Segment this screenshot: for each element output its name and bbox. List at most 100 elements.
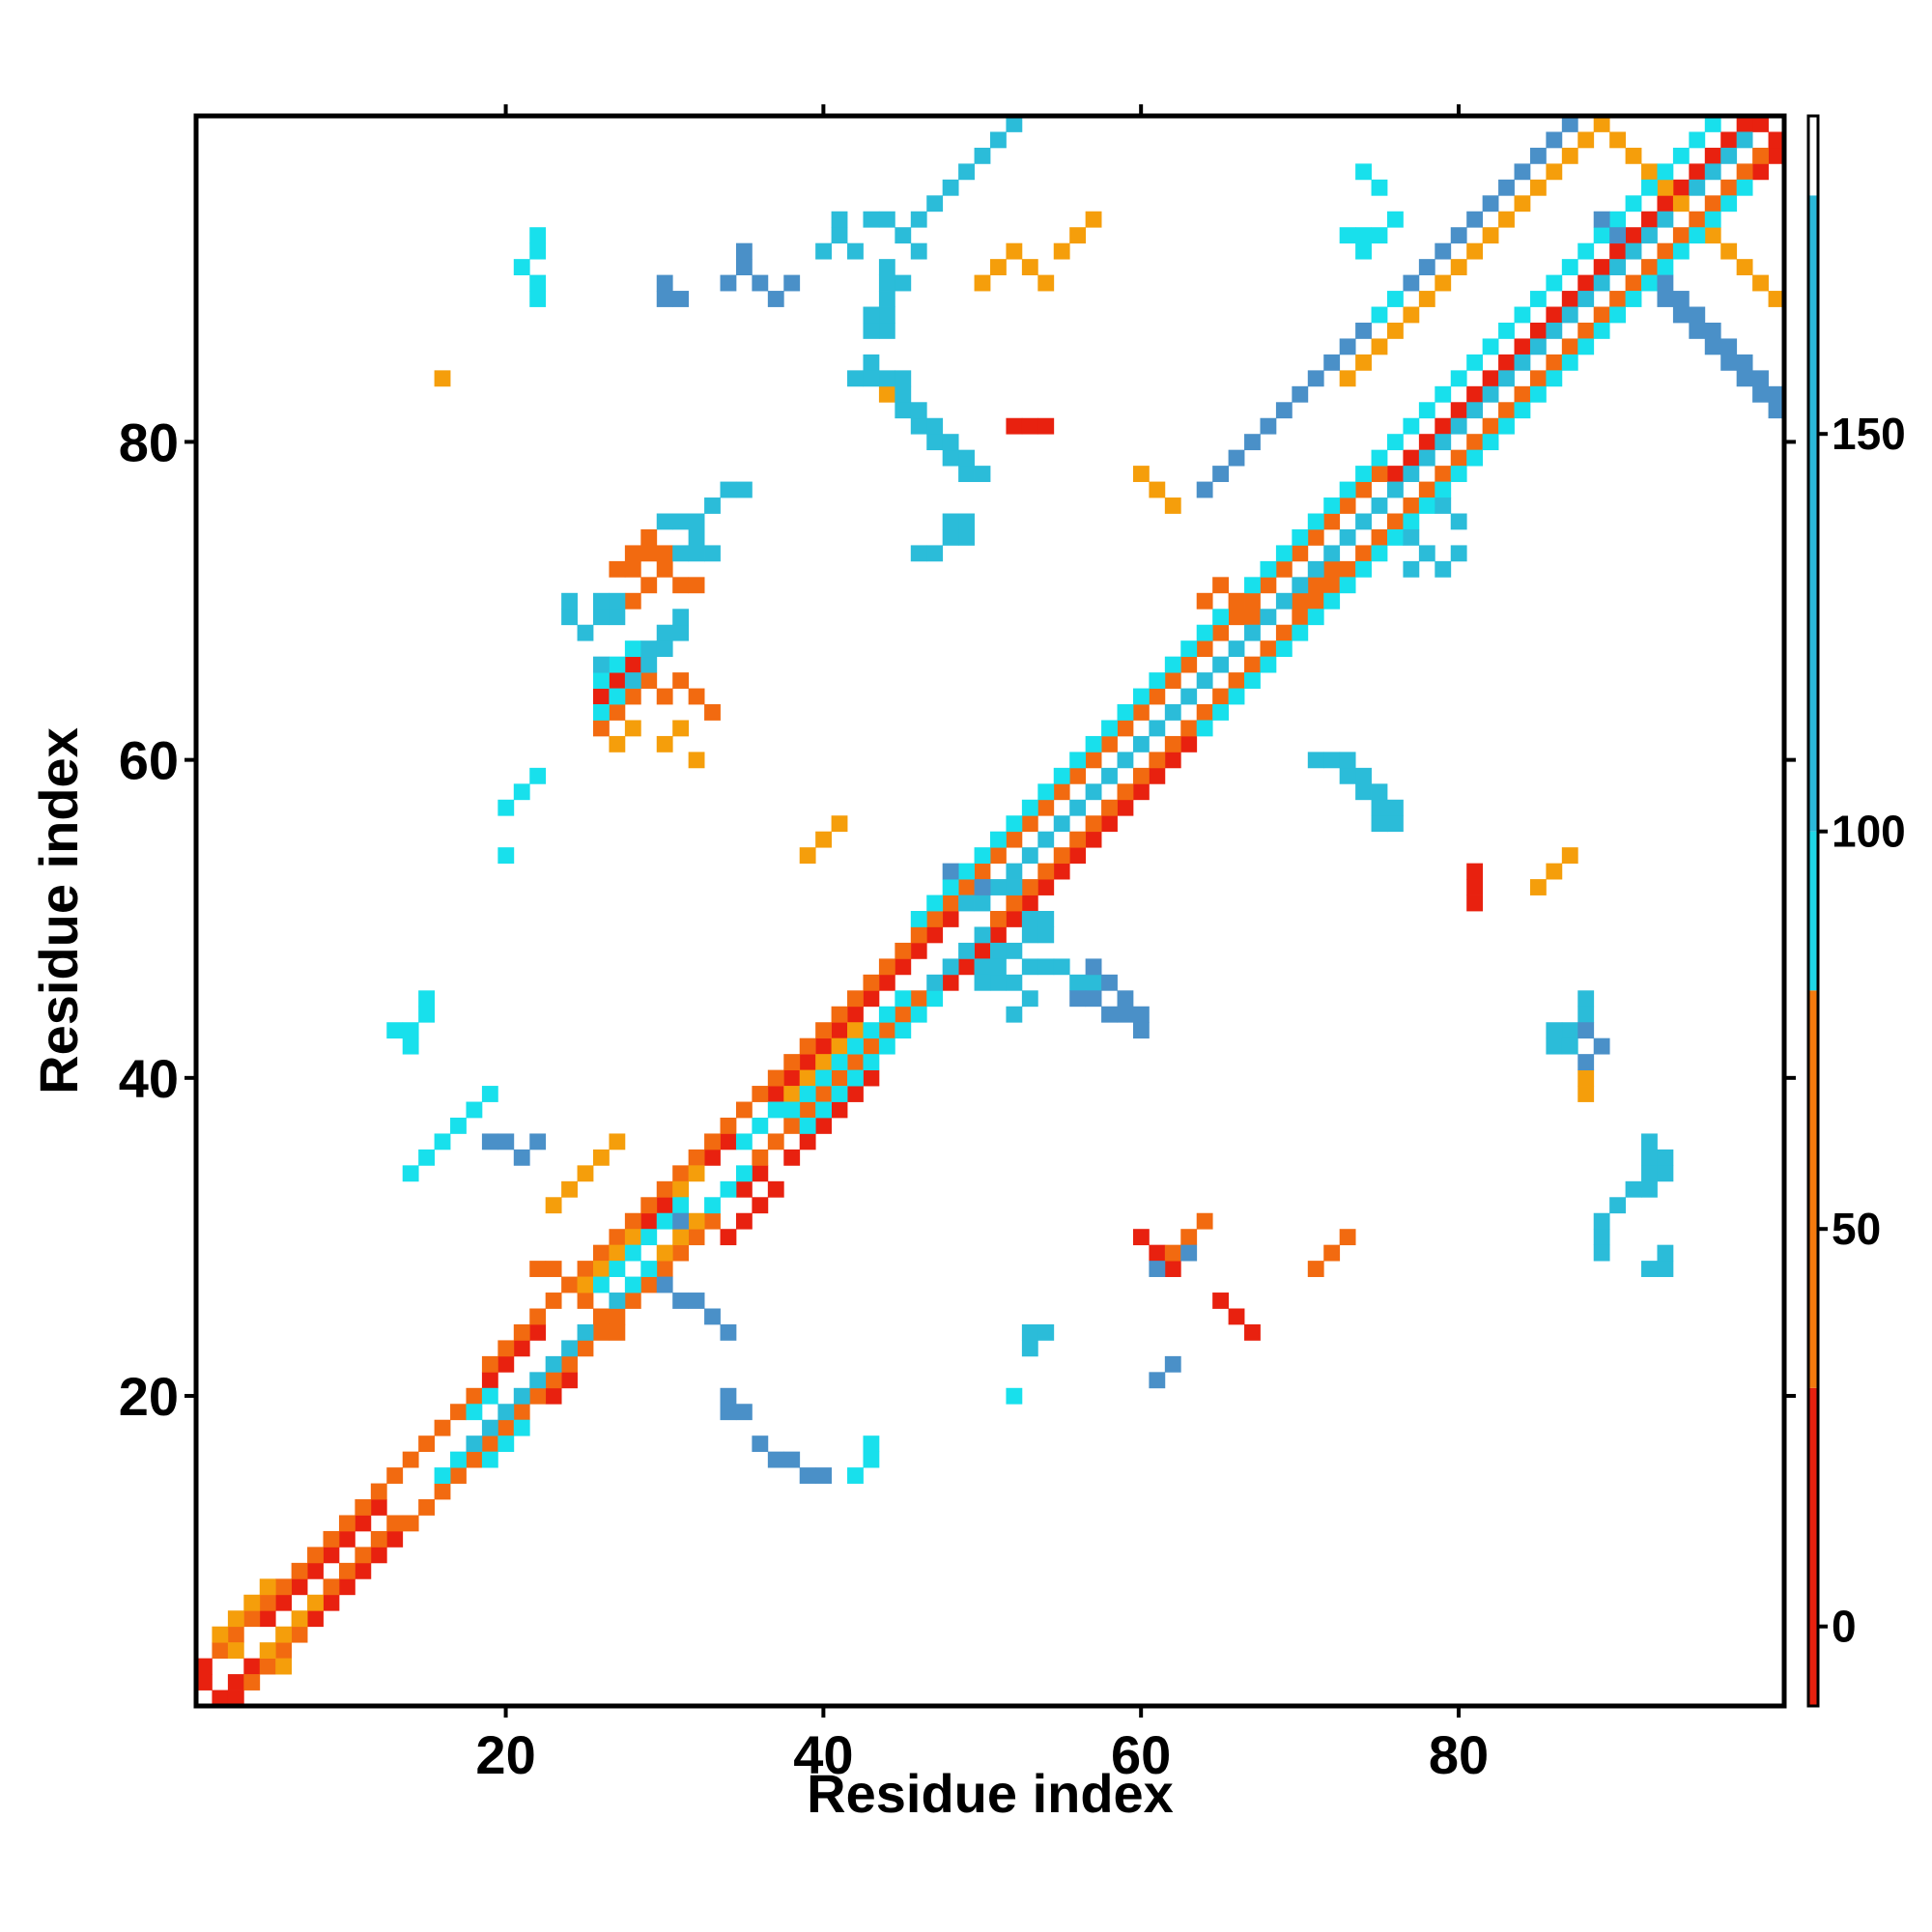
heatmap-cell (958, 958, 975, 976)
heatmap-cell (990, 259, 1007, 275)
heatmap-cell (1149, 720, 1166, 737)
colorbar-band (1808, 116, 1818, 196)
heatmap-cell (878, 306, 895, 324)
heatmap-cell (1514, 385, 1531, 403)
heatmap-cell (1593, 1037, 1610, 1055)
heatmap-cell (1720, 354, 1738, 371)
heatmap-cell (1720, 242, 1738, 260)
heatmap-cell (1149, 688, 1166, 705)
heatmap-cell (863, 1037, 880, 1055)
heatmap-cell (1006, 942, 1023, 959)
heatmap-cell (1689, 306, 1706, 324)
heatmap-cell (561, 609, 578, 626)
heatmap-cell (624, 672, 641, 689)
heatmap-cell (1450, 449, 1467, 467)
heatmap-cell (1387, 291, 1404, 307)
heatmap-cell (1355, 513, 1372, 530)
heatmap-cell (593, 1261, 610, 1277)
heatmap-cell (752, 274, 769, 292)
heatmap-cell (338, 1515, 355, 1532)
heatmap-cell (1053, 958, 1070, 976)
heatmap-cell (1418, 259, 1435, 275)
heatmap-cell (1672, 195, 1690, 213)
x-tick-label: 40 (793, 1724, 853, 1785)
heatmap-cell (577, 1165, 594, 1182)
heatmap-cell (958, 449, 975, 467)
heatmap-cell (1482, 338, 1499, 355)
heatmap-cell (672, 1212, 690, 1230)
heatmap-cell (1609, 291, 1626, 307)
heatmap-cell (1371, 227, 1388, 244)
heatmap-cell (577, 1276, 594, 1293)
heatmap-cell (1132, 688, 1150, 705)
heatmap-cell (1641, 274, 1658, 292)
heatmap-cell (1403, 274, 1420, 292)
heatmap-cell (481, 1086, 498, 1102)
heatmap-cell (672, 1229, 690, 1246)
heatmap-cell (1212, 577, 1229, 594)
heatmap-cell (672, 720, 690, 737)
heatmap-cell (481, 1387, 498, 1405)
heatmap-cell (1260, 577, 1277, 594)
heatmap-cell (926, 974, 944, 991)
heatmap-cell (386, 1467, 404, 1484)
heatmap-cell (1164, 1261, 1181, 1277)
heatmap-cell (752, 1117, 769, 1134)
heatmap-cell (942, 895, 959, 912)
heatmap-cell (196, 1658, 213, 1675)
heatmap-cell (1053, 815, 1070, 833)
heatmap-cell (1529, 385, 1547, 403)
y-axis-ticks: 20 40 60 80 (119, 412, 1796, 1427)
heatmap-cell (942, 528, 959, 546)
heatmap-cell (847, 370, 864, 387)
heatmap-cell (1355, 163, 1372, 181)
heatmap-cell (974, 926, 991, 944)
heatmap-cell (1529, 179, 1547, 196)
heatmap-cell (529, 242, 547, 260)
heatmap-cell (1323, 497, 1341, 514)
heatmap-cell (878, 1037, 895, 1055)
heatmap-cell (688, 1229, 705, 1246)
heatmap-cell (1561, 291, 1578, 307)
heatmap-cell (1006, 116, 1023, 132)
heatmap-cell (1149, 1372, 1166, 1389)
heatmap-cell (529, 1308, 547, 1325)
heatmap-cell (212, 1642, 229, 1660)
heatmap-cell (688, 528, 705, 546)
heatmap-cell (355, 1562, 372, 1579)
heatmap-cell (1021, 417, 1038, 435)
heatmap-cell (1657, 163, 1674, 181)
heatmap-cell (1704, 322, 1721, 339)
heatmap-cell (878, 385, 895, 403)
heatmap-cell (593, 1276, 610, 1293)
heatmap-cell (895, 1022, 912, 1039)
heatmap-cell (1021, 879, 1038, 895)
heatmap-cell (1641, 1133, 1658, 1151)
heatmap-cell (1037, 1323, 1055, 1341)
heatmap-cell (704, 545, 721, 562)
heatmap-cell (402, 1022, 419, 1039)
heatmap-cell (1228, 1308, 1245, 1325)
heatmap-cell (1498, 179, 1515, 196)
heatmap-cell (307, 1562, 324, 1579)
heatmap-cell (1482, 434, 1499, 451)
heatmap-cell (1466, 449, 1484, 467)
heatmap-cell (863, 990, 880, 1008)
heatmap-cell (624, 688, 641, 705)
heatmap-cell (1450, 402, 1467, 419)
heatmap-cell (481, 1451, 498, 1468)
heatmap-cell (434, 1483, 451, 1500)
heatmap-cell (1037, 274, 1055, 292)
heatmap-cell (593, 704, 610, 721)
heatmap-cell (895, 958, 912, 976)
heatmap-cell (1244, 672, 1261, 689)
heatmap-cell (799, 1117, 816, 1134)
heatmap-cell (1641, 259, 1658, 275)
heatmap-cell (672, 1180, 690, 1198)
heatmap-cell (434, 370, 451, 387)
heatmap-cell (323, 1594, 340, 1611)
heatmap-cell (1657, 211, 1674, 228)
heatmap-cell (1689, 179, 1706, 196)
heatmap-cell (974, 147, 991, 164)
heatmap-cell (1101, 735, 1118, 753)
